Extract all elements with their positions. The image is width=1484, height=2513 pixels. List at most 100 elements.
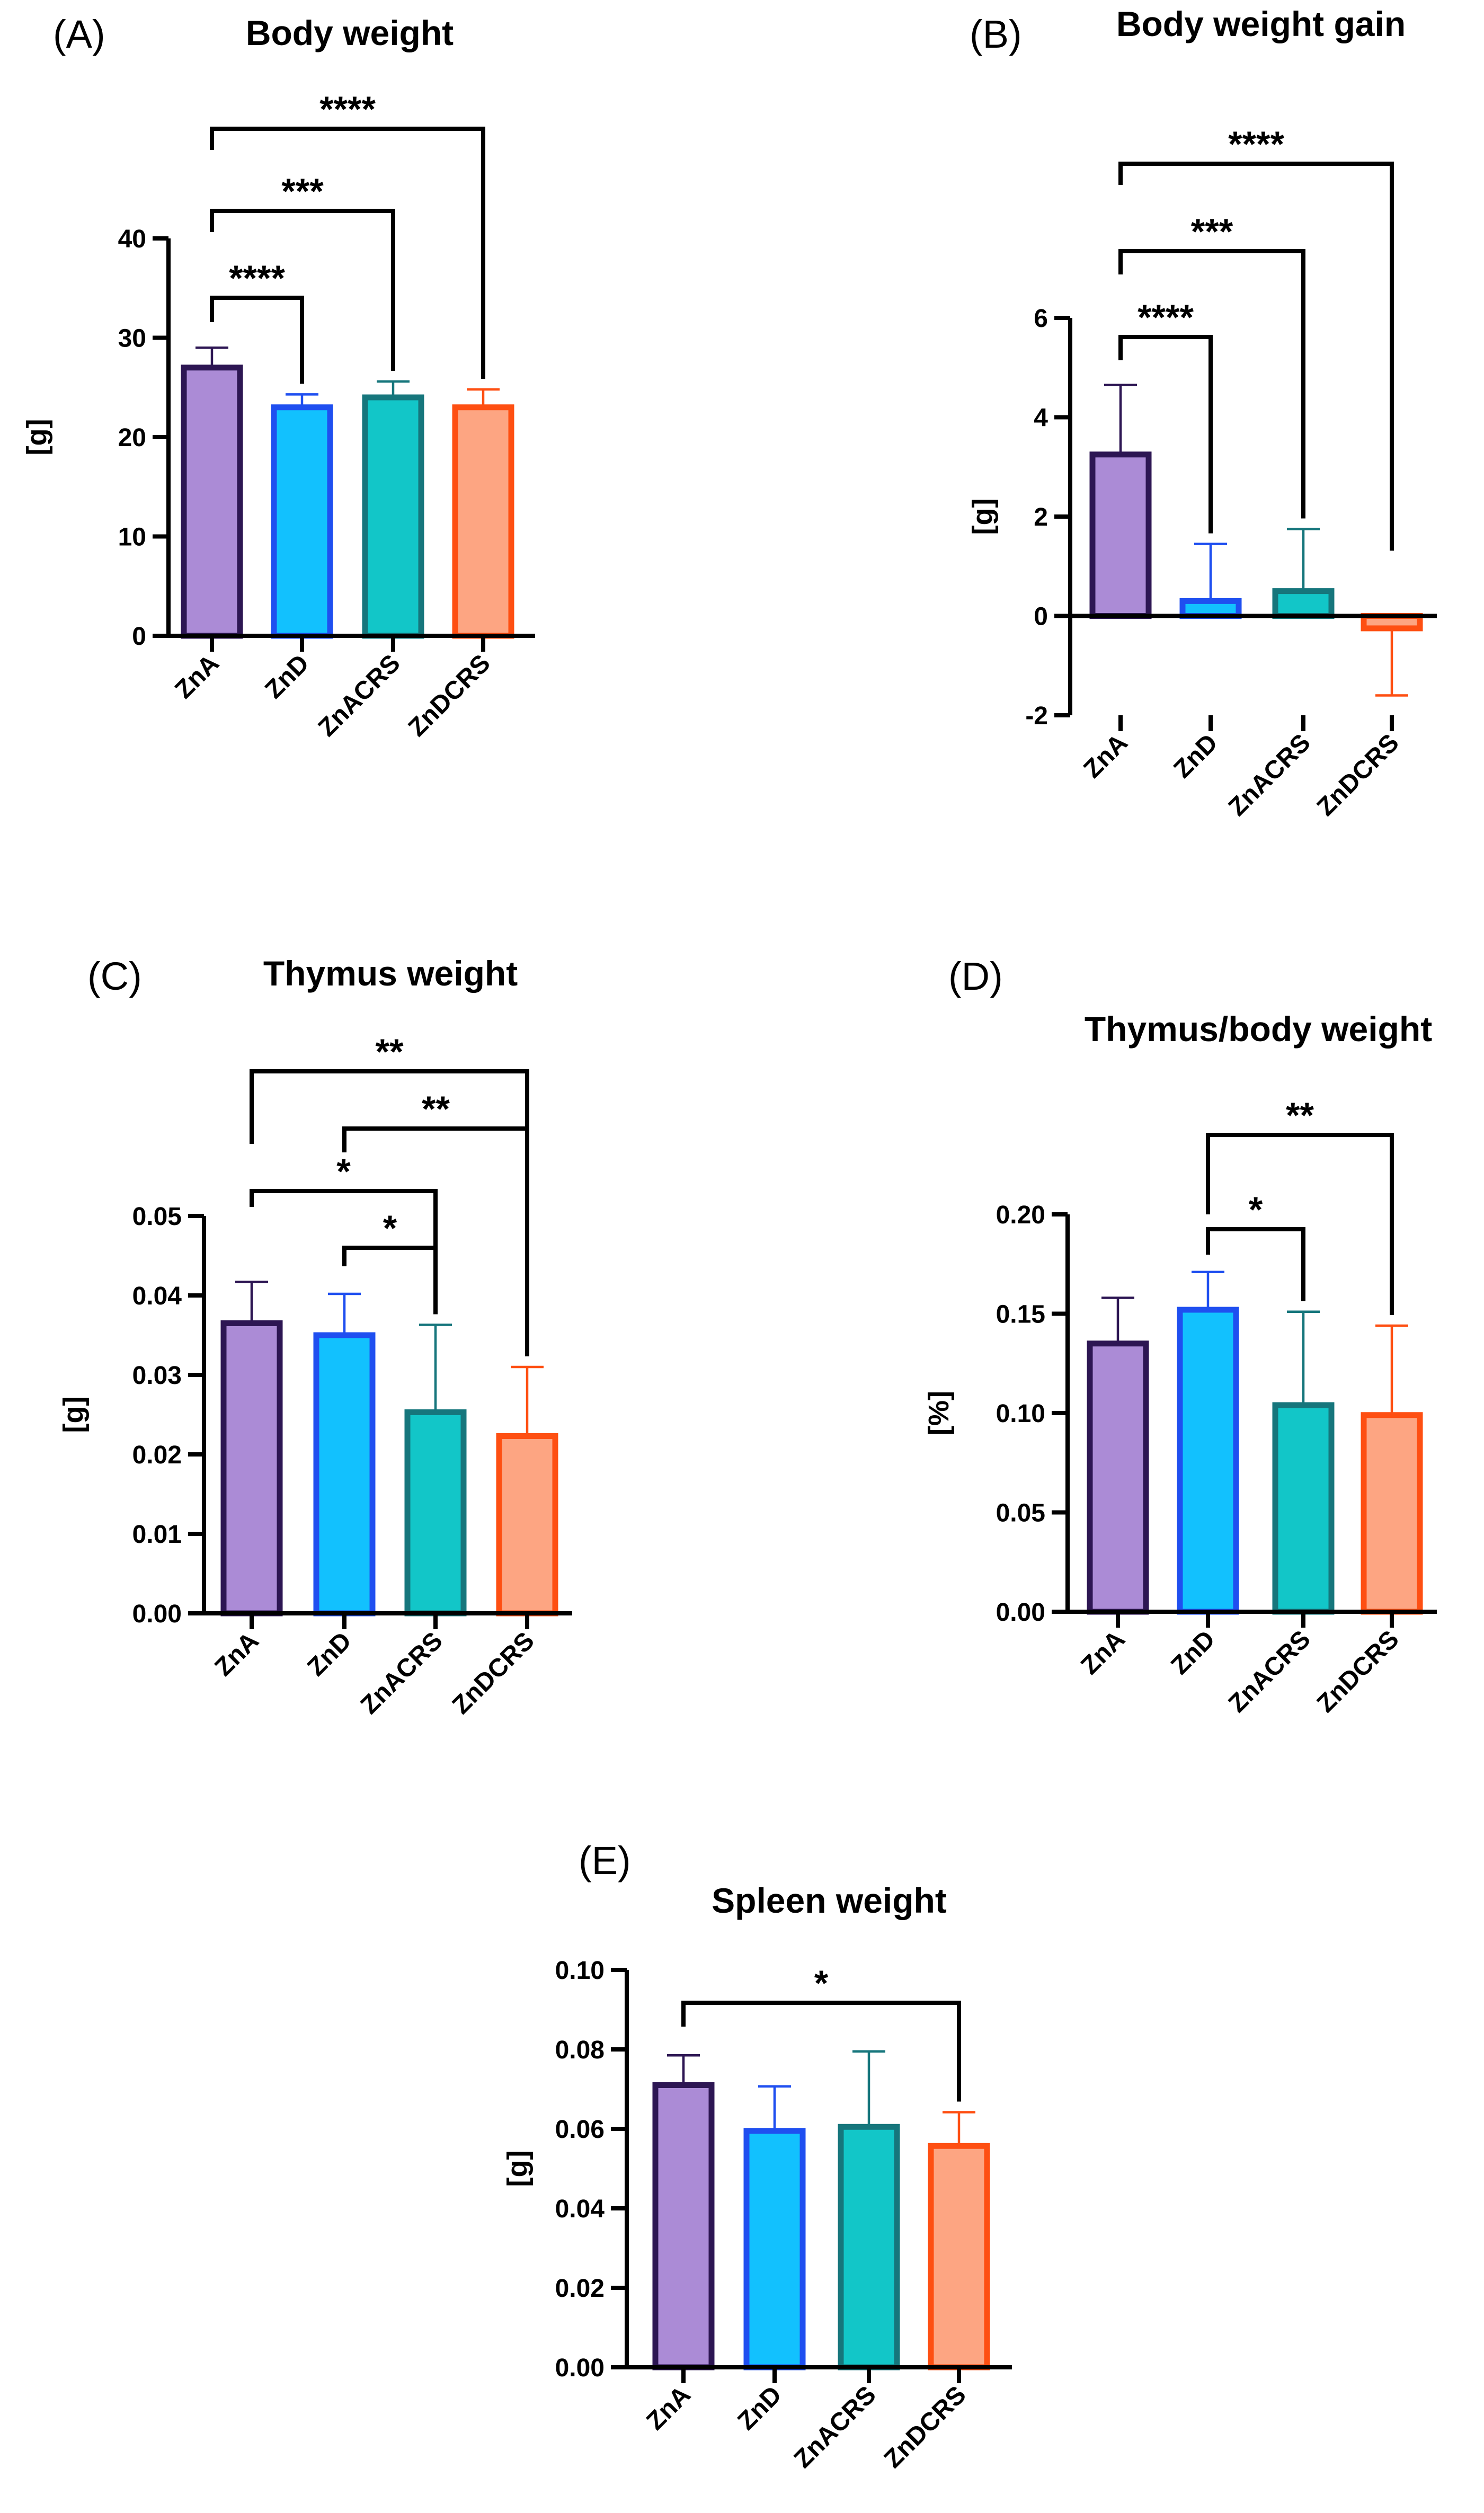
panel-a-significance-bracket (210, 209, 395, 371)
panel-e-significance-bracket (681, 2001, 961, 2102)
panel-e-ytick-label: 0.04 (555, 2195, 605, 2223)
panel-b-ytick-label: 4 (1034, 404, 1048, 432)
panel-d-ylabel: [%] (923, 1391, 955, 1435)
panel-a-ytick-label: 10 (118, 523, 146, 552)
panel-e-errorbar-znd (758, 2085, 791, 2131)
panel-b-significance-label: **** (1228, 124, 1284, 164)
panel-e-ylabel: [g] (502, 2151, 534, 2187)
panel-c-ytick-label: 0.03 (132, 1362, 182, 1390)
panel-a-significance-label: **** (229, 258, 285, 298)
panel-e-errorbar-znacrs (852, 2050, 885, 2127)
panel-e-title: Spleen weight (712, 1881, 947, 1920)
panel-b-errorbar-zndcrs (1375, 628, 1408, 697)
panel-a-significance-label: **** (319, 89, 376, 129)
panel-a-significance-bracket (210, 127, 485, 379)
panel-d-errorbar-znacrs (1287, 1310, 1320, 1405)
panel-b-significance-bracket (1118, 249, 1305, 519)
panel-e-bar-zna (652, 2082, 715, 2370)
panel-b-significance-bracket (1118, 335, 1213, 534)
panel-a-errorbar-zndcrs (467, 388, 500, 407)
panel-d-ytick-label: 0.20 (996, 1201, 1045, 1229)
panel-a-title: Body weight (246, 13, 454, 52)
panel-a-ytick-label: 20 (118, 424, 146, 452)
panel-d-title: Thymus/body weight (1085, 1009, 1432, 1049)
panel-d-bar-znacrs (1272, 1402, 1335, 1615)
panel-b-bar-znacrs (1272, 588, 1335, 619)
panel-e-significance-label: * (814, 1963, 829, 2003)
panel-c-significance-bracket (250, 1069, 529, 1356)
panel-c-significance-label: ** (376, 1032, 404, 1072)
panel-a-errorbar-znacrs (377, 380, 410, 397)
panel-b-ytick-label: 0 (1034, 603, 1048, 631)
panel-c-letter: (C) (87, 954, 142, 998)
panel-a-ytick-label: 30 (118, 325, 146, 353)
panel-e-bar-znd (743, 2128, 806, 2370)
panel-c-errorbar-zndcrs (511, 1365, 544, 1436)
panel-d-bar-zndcrs (1361, 1412, 1423, 1615)
panel-a-ytick-label: 0 (132, 623, 146, 651)
panel-e-ytick-label: 0.02 (555, 2275, 605, 2303)
panel-c-bar-znd (313, 1332, 376, 1617)
panel-c-ytick-label: 0.05 (132, 1203, 182, 1231)
panel-d-errorbar-zna (1101, 1297, 1134, 1344)
panel-c-ylabel: [g] (58, 1397, 90, 1433)
panel-e-ytick-label: 0.00 (555, 2354, 605, 2382)
panel-d-errorbar-zndcrs (1375, 1324, 1408, 1415)
panel-e-ytick-label: 0.10 (555, 1957, 605, 1985)
panel-a-letter: (A) (53, 12, 105, 56)
panel-c-bar-zndcrs (496, 1433, 558, 1617)
panel-b-significance-label: *** (1191, 211, 1233, 252)
panel-d-ytick-label: 0.15 (996, 1301, 1045, 1329)
panel-b-title: Body weight gain (1116, 4, 1406, 43)
panel-c-ytick-label: 0.01 (132, 1521, 182, 1549)
panel-d-significance-bracket (1206, 1133, 1394, 1315)
panel-b-errorbar-znacrs (1287, 528, 1320, 591)
panel-c-ytick-label: 0.02 (132, 1441, 182, 1469)
panel-c-significance-label: * (336, 1151, 351, 1192)
panel-e-bar-zndcrs (928, 2143, 990, 2370)
panel-a-ytick-label: 40 (118, 225, 146, 253)
panel-d-ytick-label: 0.10 (996, 1400, 1045, 1428)
panel-a-significance-label: *** (281, 171, 324, 211)
panel-d-ytick-label: 0.00 (996, 1599, 1045, 1627)
panel-b-significance-label: **** (1138, 297, 1194, 338)
panel-e-letter: (E) (579, 1839, 631, 1882)
panel-d-ytick-label: 0.05 (996, 1499, 1045, 1528)
panel-b-ylabel: [g] (967, 499, 999, 535)
panel-c: (C) Thymus weight [g] 0.00 0.01 0.02 0.03 0.04 0… (58, 954, 572, 1719)
panel-b-errorbar-znd (1194, 543, 1227, 601)
panel-b-bar-zna (1089, 451, 1152, 619)
panel-b-ytick-label: 2 (1034, 503, 1048, 531)
panel-c-errorbar-znacrs (419, 1324, 452, 1413)
panel-a-bar-zna (181, 365, 243, 639)
panel-a-errorbar-zna (196, 347, 228, 368)
panel-b-ytick-label: -2 (1025, 702, 1048, 730)
panel-e-ytick-label: 0.08 (555, 2036, 605, 2064)
panel-c-bar-znacrs (404, 1409, 467, 1617)
panel-e-errorbar-zna (667, 2054, 700, 2085)
panel-b-errorbar-zna (1104, 384, 1137, 455)
panel-a-significance-bracket (210, 296, 304, 384)
panel-b-letter: (B) (970, 12, 1022, 56)
panel-b-ytick-label: 6 (1034, 305, 1048, 333)
panel-d-significance-label: ** (1286, 1095, 1314, 1135)
panel-a-bar-znacrs (362, 394, 424, 639)
panel-c-significance-label: * (383, 1208, 397, 1248)
panel-d-significance-label: * (1249, 1189, 1263, 1230)
panel-c-significance-label: ** (422, 1089, 450, 1129)
panel-e-bar-znacrs (838, 2124, 900, 2370)
panel-d-bar-znd (1177, 1307, 1239, 1615)
panel-c-errorbar-znd (328, 1292, 361, 1335)
panel-c-significance-bracket (250, 1189, 438, 1315)
panel-b-significance-bracket (1118, 162, 1394, 551)
panel-a-bar-zndcrs (452, 404, 514, 639)
panel-a-ylabel: [g] (21, 419, 53, 456)
panel-a-bar-znd (271, 404, 333, 639)
panel-a-errorbar-znd (286, 393, 318, 407)
panel-d-errorbar-znd (1192, 1271, 1224, 1310)
panel-c-title: Thymus weight (263, 954, 518, 993)
panel-b-bar-znd (1179, 598, 1242, 619)
panel-e-errorbar-zndcrs (943, 2111, 975, 2146)
